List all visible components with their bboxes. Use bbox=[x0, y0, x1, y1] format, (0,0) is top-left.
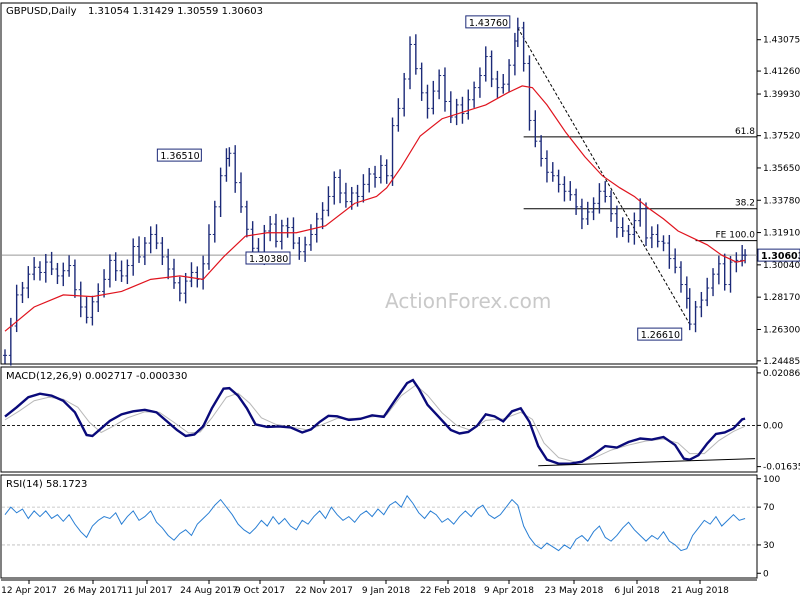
fib-level-label: 61.8 bbox=[735, 127, 755, 137]
x-tick-label: 22 Nov 2017 bbox=[295, 586, 353, 596]
price-y-tick-label: 1.39930 bbox=[763, 90, 800, 100]
level-label: 1.36510 bbox=[160, 151, 199, 162]
rsi-title: RSI(14) 58.1723 bbox=[6, 479, 87, 490]
x-tick-label: 9 Oct 2017 bbox=[235, 586, 285, 596]
price-panel-frame bbox=[0, 2, 758, 365]
x-tick-label: 9 Jan 2018 bbox=[362, 586, 410, 596]
level-label-box bbox=[156, 148, 202, 162]
x-tick-label: 21 Aug 2018 bbox=[671, 586, 729, 596]
macd-line bbox=[4, 378, 746, 465]
level-label-box bbox=[637, 327, 683, 341]
x-tick-label: 23 May 2018 bbox=[545, 586, 604, 596]
price-trendline bbox=[517, 27, 691, 325]
current-price-label: 1.30603 bbox=[761, 251, 800, 262]
fib-level-label: FE 100.0 bbox=[716, 231, 756, 241]
rsi-y-tick-label: 70 bbox=[763, 503, 775, 513]
macd-title: MACD(12,26,9) 0.002717 -0.000330 bbox=[6, 371, 187, 382]
price-y-tick-label: 1.24485 bbox=[763, 357, 800, 367]
level-label-box bbox=[245, 251, 291, 265]
level-label-box bbox=[465, 15, 511, 29]
price-y-tick-label: 1.43075 bbox=[763, 36, 800, 46]
macd-signal-line bbox=[4, 384, 746, 463]
level-label: 1.26610 bbox=[641, 330, 680, 341]
price-y-tick-label: 1.33780 bbox=[763, 196, 800, 206]
price-y-tick-label: 1.31910 bbox=[763, 229, 800, 239]
x-tick-label: 12 Apr 2017 bbox=[1, 586, 57, 596]
rsi-y-tick-label: 0 bbox=[763, 569, 769, 579]
macd-trendline bbox=[538, 458, 756, 467]
x-tick-label: 22 Feb 2018 bbox=[420, 586, 476, 596]
moving-average-line bbox=[4, 85, 746, 332]
x-tick-label: 9 Apr 2018 bbox=[484, 586, 534, 596]
rsi-panel-frame bbox=[0, 474, 758, 579]
macd-y-tick-label: 0.00 bbox=[763, 421, 783, 431]
ohlc-readout: 1.31054 1.31429 1.30559 1.30603 bbox=[88, 6, 263, 17]
macd-y-tick-label: -0.016357 bbox=[763, 463, 800, 473]
rsi-y-tick-label: 100 bbox=[763, 475, 780, 485]
price-y-tick-label: 1.41260 bbox=[763, 67, 800, 77]
fib-level-label: 38.2 bbox=[735, 199, 755, 209]
rsi-line bbox=[4, 494, 746, 552]
current-price-box bbox=[757, 248, 800, 262]
x-tick-label: 26 May 2017 bbox=[64, 586, 123, 596]
price-y-tick-label: 1.28170 bbox=[763, 293, 800, 303]
price-y-tick-label: 1.35650 bbox=[763, 164, 800, 174]
x-tick-label: 6 Jul 2018 bbox=[614, 586, 659, 596]
x-tick-label: 24 Aug 2017 bbox=[180, 586, 238, 596]
chart-title: GBPUSD,Daily bbox=[6, 6, 77, 17]
price-y-tick-label: 1.26300 bbox=[763, 325, 800, 335]
price-y-tick-label: 1.37520 bbox=[763, 132, 800, 142]
level-label: 1.30380 bbox=[249, 254, 288, 265]
x-tick-label: 11 Jul 2017 bbox=[122, 586, 173, 596]
watermark: ActionForex.com bbox=[385, 289, 551, 313]
rsi-y-tick-label: 30 bbox=[763, 541, 775, 551]
macd-panel-frame bbox=[0, 366, 758, 473]
level-label: 1.43760 bbox=[469, 18, 508, 29]
macd-y-tick-label: 0.020861 bbox=[763, 369, 800, 379]
price-y-tick-label: 1.30040 bbox=[763, 261, 800, 271]
